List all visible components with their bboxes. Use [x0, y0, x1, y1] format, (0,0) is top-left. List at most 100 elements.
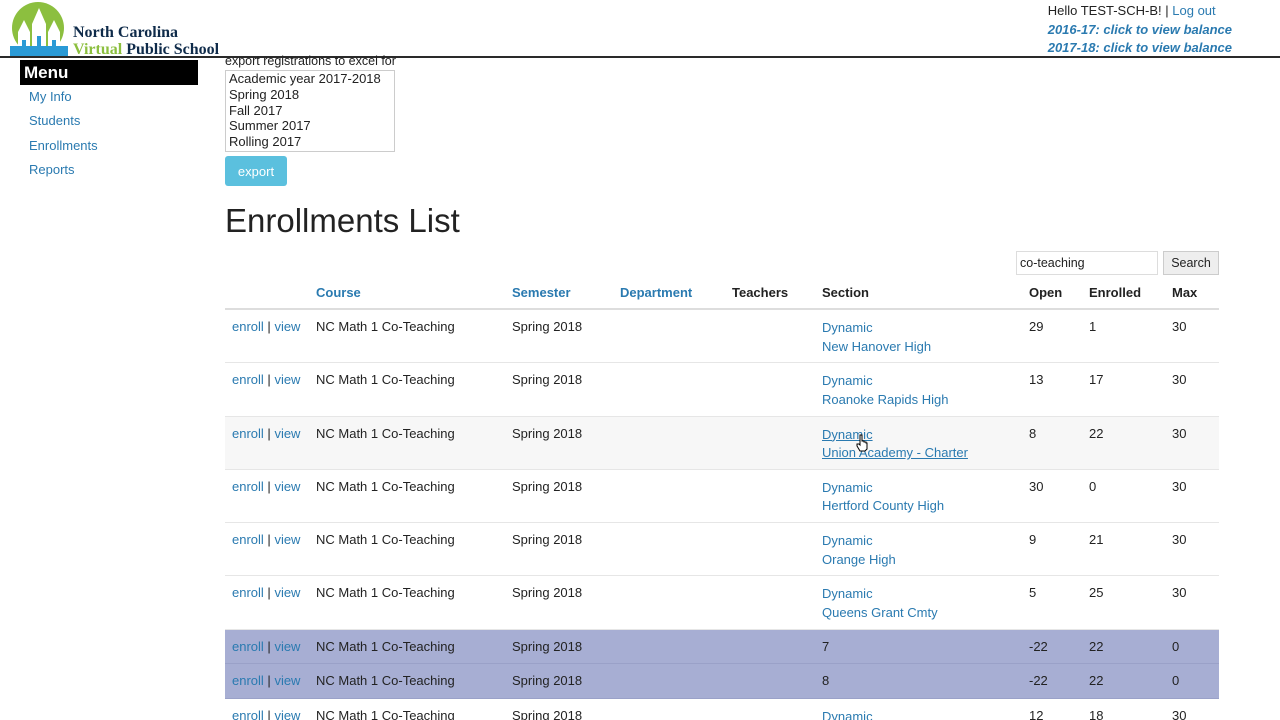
export-option[interactable]: Summer 2017 — [229, 118, 311, 134]
export-button[interactable]: export — [225, 156, 287, 186]
view-link[interactable]: view — [274, 707, 301, 720]
section-school-link[interactable]: Roanoke Rapids High — [822, 391, 949, 407]
export-period-listbox[interactable]: Academic year 2017-2018 Spring 2018 Fall… — [225, 70, 395, 152]
view-link[interactable]: view — [274, 532, 301, 548]
enroll-link[interactable]: enroll — [232, 425, 264, 441]
enroll-link[interactable]: enroll — [232, 673, 264, 689]
open-cell: 8 — [1029, 425, 1037, 441]
table-row: enroll | view NC Math 1 Co-Teaching Spri… — [225, 699, 1219, 720]
search-button[interactable]: Search — [1163, 251, 1219, 275]
table-row-over-capacity: enroll | view NC Math 1 Co-Teaching Spri… — [225, 664, 1219, 699]
table-row: enroll | view NC Math 1 Co-Teaching Spri… — [225, 523, 1219, 577]
column-header-open: Open — [1029, 285, 1063, 300]
enroll-link[interactable]: enroll — [232, 319, 264, 334]
view-link[interactable]: view — [274, 673, 301, 689]
section-type-link[interactable]: Dynamic — [822, 373, 873, 389]
export-option[interactable]: Academic year 2017-2018 — [229, 71, 381, 86]
course-cell: NC Math 1 Co-Teaching — [316, 707, 455, 720]
sidebar-item-enrollments[interactable]: Enrollments — [29, 137, 98, 153]
semester-cell: Spring 2018 — [512, 585, 583, 601]
section-cell: Dynamic New Hanover High — [822, 319, 931, 356]
enrolled-cell: 22 — [1089, 673, 1104, 689]
row-actions: enroll | view — [232, 673, 300, 688]
action-separator: | — [267, 319, 271, 334]
max-cell: 30 — [1172, 425, 1187, 441]
sidebar-item-reports[interactable]: Reports — [29, 161, 75, 177]
sidebar-item-students[interactable]: Students — [29, 113, 81, 129]
enroll-link[interactable]: enroll — [232, 478, 264, 494]
section-cell: Dynamic Queens Grant Cmty — [822, 585, 938, 622]
section-cell: Dynamic Hertford County High — [822, 479, 944, 516]
max-cell: 30 — [1172, 585, 1187, 601]
section-school-link[interactable]: Hertford County High — [822, 498, 945, 514]
max-cell: 30 — [1172, 532, 1187, 548]
site-header: North Carolina Virtual Public School Hel… — [0, 0, 1280, 58]
logout-link[interactable]: Log out — [1172, 3, 1216, 18]
export-option[interactable]: Fall 2017 — [229, 102, 283, 118]
column-header-enrolled: Enrolled — [1089, 285, 1142, 300]
semester-cell: Spring 2018 — [512, 638, 583, 654]
open-cell: 9 — [1029, 532, 1037, 548]
section-school-link[interactable]: New Hanover High — [822, 338, 932, 354]
section-cell: Dynamic Union Academy - Charter — [822, 426, 968, 463]
open-cell: 29 — [1029, 319, 1044, 334]
section-type-link[interactable]: Dynamic — [822, 479, 873, 495]
section-school-link[interactable]: Union Academy - Charter — [822, 445, 968, 461]
view-link[interactable]: view — [274, 638, 301, 654]
section-type-link[interactable]: Dynamic — [822, 320, 873, 335]
view-link[interactable]: view — [274, 478, 301, 494]
section-school-link[interactable]: Queens Grant Cmty — [822, 604, 938, 620]
enroll-link[interactable]: enroll — [232, 707, 264, 720]
balance-2017-18-link[interactable]: 2017-18: click to view balance — [1047, 40, 1232, 55]
enrolled-cell: 1 — [1089, 319, 1097, 334]
section-cell: Dynamic — [822, 708, 873, 720]
enrollments-table: Course Semester Department Teachers Sect… — [225, 276, 1219, 720]
enroll-link[interactable]: enroll — [232, 372, 264, 388]
ncvps-logo[interactable]: North Carolina Virtual Public School — [10, 2, 225, 58]
export-option[interactable]: Spring 2018 — [229, 86, 300, 102]
open-cell: -22 — [1029, 673, 1048, 689]
column-header-semester[interactable]: Semester — [512, 285, 571, 300]
open-cell: 30 — [1029, 478, 1044, 494]
course-cell: NC Math 1 Co-Teaching — [316, 478, 455, 494]
enroll-link[interactable]: enroll — [232, 585, 264, 601]
enrolled-cell: 22 — [1089, 425, 1104, 441]
max-cell: 30 — [1172, 707, 1187, 720]
max-cell: 30 — [1172, 372, 1187, 388]
section-type-link[interactable]: Dynamic — [822, 533, 873, 549]
enroll-link[interactable]: enroll — [232, 532, 264, 548]
table-header: Course Semester Department Teachers Sect… — [225, 276, 1219, 310]
row-actions: enroll | view — [232, 532, 300, 547]
row-actions: enroll | view — [232, 426, 300, 441]
action-separator: | — [267, 638, 271, 654]
enrolled-cell: 0 — [1089, 478, 1097, 494]
section-type-link[interactable]: Dynamic — [822, 426, 873, 442]
column-header-section: Section — [822, 285, 869, 300]
section-type-link[interactable]: Dynamic — [822, 586, 873, 602]
logo-virtual: Virtual — [73, 41, 123, 58]
open-cell: 5 — [1029, 585, 1037, 601]
view-link[interactable]: view — [274, 425, 301, 441]
course-cell: NC Math 1 Co-Teaching — [316, 585, 455, 601]
section-type-link[interactable]: Dynamic — [822, 708, 873, 720]
enrolled-cell: 21 — [1089, 532, 1104, 548]
view-link[interactable]: view — [274, 372, 301, 388]
view-link[interactable]: view — [274, 319, 301, 334]
logo-public-school: Public School — [122, 41, 220, 58]
search-input[interactable] — [1016, 251, 1158, 275]
course-cell: NC Math 1 Co-Teaching — [316, 372, 455, 388]
table-row: enroll | view NC Math 1 Co-Teaching Spri… — [225, 576, 1219, 630]
enroll-link[interactable]: enroll — [232, 638, 264, 654]
balance-2016-17-link[interactable]: 2016-17: click to view balance — [1047, 21, 1232, 37]
action-separator: | — [267, 372, 271, 388]
course-cell: NC Math 1 Co-Teaching — [316, 319, 455, 334]
max-cell: 0 — [1172, 638, 1180, 654]
row-actions: enroll | view — [232, 372, 300, 387]
table-row: enroll | view NC Math 1 Co-Teaching Spri… — [225, 470, 1219, 524]
sidebar-item-my-info[interactable]: My Info — [29, 89, 72, 104]
section-school-link[interactable]: Orange High — [822, 551, 896, 567]
view-link[interactable]: view — [274, 585, 301, 601]
column-header-department[interactable]: Department — [620, 285, 693, 300]
column-header-course[interactable]: Course — [316, 285, 361, 300]
export-option[interactable]: Rolling 2017 — [229, 134, 302, 150]
